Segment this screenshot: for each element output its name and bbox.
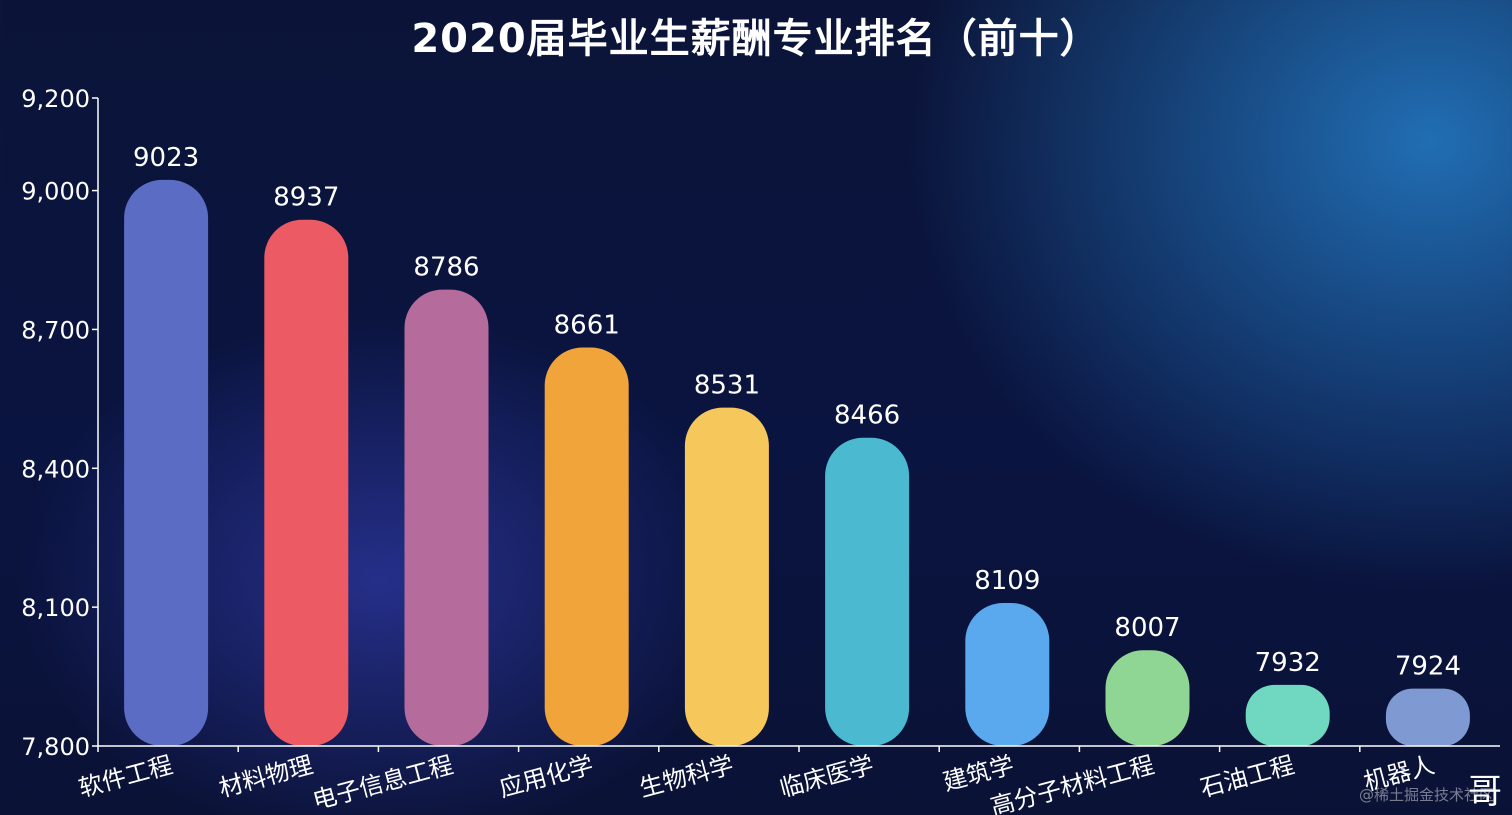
data-label: 8661	[554, 310, 620, 340]
bar	[1385, 688, 1470, 746]
data-label: 8786	[413, 253, 479, 283]
data-label: 9023	[133, 143, 199, 173]
bar	[264, 219, 349, 746]
y-axis: 7,800 8,100 8,400 8,700 9,000 9,200	[21, 85, 99, 761]
chart-title: 2020届毕业生薪酬专业排名（前十）	[411, 16, 1101, 62]
bar	[124, 179, 209, 746]
x-tick-label: 软件工程	[76, 751, 176, 803]
y-tick-label: 7,800	[21, 733, 90, 761]
watermark-text: @稀土掘金技术社区	[1358, 786, 1494, 804]
x-tick-label: 高分子材料工程	[988, 751, 1158, 815]
bar	[825, 437, 910, 746]
y-tick-label: 8,400	[21, 455, 90, 483]
data-label: 8531	[694, 371, 760, 401]
data-label: 8937	[273, 183, 339, 213]
y-tick-label: 9,200	[21, 85, 90, 113]
bar	[684, 407, 769, 746]
bar	[965, 602, 1050, 746]
bar	[404, 289, 489, 746]
watermark-glyph: 哥	[1468, 772, 1502, 812]
data-label: 8109	[974, 566, 1040, 596]
x-tick-label: 应用化学	[496, 751, 596, 803]
data-label: 7924	[1395, 652, 1461, 682]
x-tick-label: 生物科学	[636, 751, 736, 803]
data-label: 8007	[1114, 613, 1180, 643]
y-tick-label: 8,700	[21, 316, 90, 344]
x-tick-label: 电子信息工程	[310, 751, 456, 815]
bars	[124, 179, 1470, 746]
data-labels: 9023 8937 8786 8661 8531 8466 8109 8007 7932 7924	[133, 143, 1461, 682]
data-label: 7932	[1255, 648, 1321, 678]
x-tick-label: 临床医学	[777, 751, 877, 803]
bar	[1105, 650, 1190, 746]
data-label: 8466	[834, 401, 900, 431]
x-tick-label: 石油工程	[1197, 751, 1297, 803]
bar	[544, 347, 629, 746]
y-tick-label: 8,100	[21, 594, 90, 622]
y-tick-label: 9,000	[21, 178, 90, 206]
bar	[1245, 684, 1330, 746]
x-tick-label: 材料物理	[216, 751, 316, 803]
